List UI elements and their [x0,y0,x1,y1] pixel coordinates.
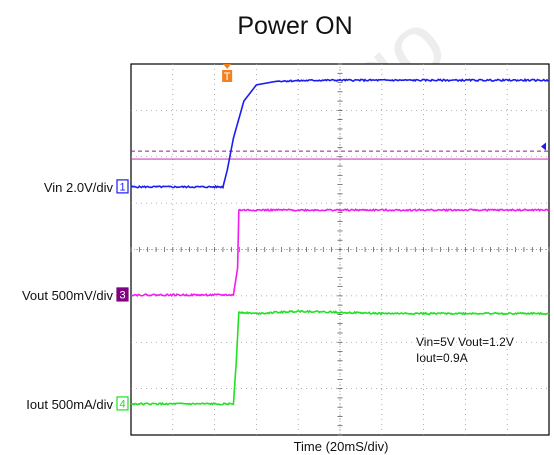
channel-box-1: 1 [116,179,129,194]
channel-label-vout: Vout 500mV/div [22,288,114,303]
trigger-arrow-icon [223,64,232,69]
annotation-conditions-line2: Iout=0.9A [416,351,468,365]
channel-box-4-frame [116,396,129,411]
channel-box-3: 3 [116,287,129,302]
channel-box-4-number: 4 [119,398,125,410]
channel-label-iout: Iout 500mA/div [26,397,113,412]
channel-label-vin: Vin 2.0V/div [44,180,114,195]
trigger-marker: T [222,64,233,83]
series-line-iout [130,309,550,406]
channel-box-3-number: 3 [119,289,125,301]
reference-level-arrow-icon [541,142,546,151]
graticule-center-ticks [130,63,550,436]
annotation-conditions-line1: Vin=5V Vout=1.2V [416,335,514,349]
x-axis-label: Time (20mS/div) [294,439,389,454]
series-line-vin [130,78,550,190]
trigger-box [222,70,233,82]
channel-box-3-frame [116,287,129,302]
series-line-vout [130,208,550,298]
channel-box-1-frame [116,179,129,194]
trigger-letter: T [224,71,231,83]
channel-box-4: 4 [116,396,129,411]
channel-box-1-number: 1 [119,181,125,193]
chart-title: Power ON [237,12,352,40]
